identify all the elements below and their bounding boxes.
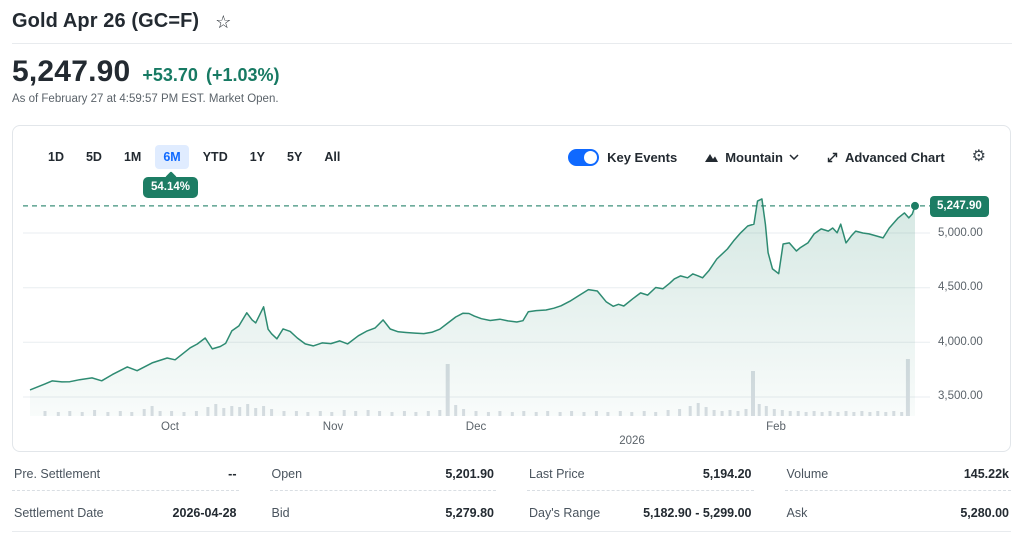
current-price-axis-badge: 5,247.90 bbox=[930, 196, 989, 217]
last-price-dot bbox=[911, 201, 919, 210]
y-axis-label: 4,500.00 bbox=[938, 281, 983, 293]
settings-gear-icon[interactable]: ⚙ bbox=[971, 148, 986, 165]
y-axis-label: 4,000.00 bbox=[938, 336, 983, 348]
stat-volume: Volume 145.22k bbox=[784, 452, 1011, 491]
chevron-down-icon bbox=[789, 154, 799, 160]
range-button-5d[interactable]: 5D bbox=[78, 145, 110, 169]
stat-pre-settlement: Pre. Settlement -- bbox=[12, 452, 239, 491]
range-button-ytd[interactable]: YTD bbox=[195, 145, 236, 169]
quote-header: Gold Apr 26 (GC=F) ☆ 5,247.90 +53.70 (+1… bbox=[0, 0, 1024, 105]
period-change-badge: 54.14% bbox=[143, 177, 199, 198]
advanced-chart-label: Advanced Chart bbox=[844, 149, 945, 165]
current-price: 5,247.90 bbox=[12, 55, 131, 88]
range-button-1d[interactable]: 1D bbox=[40, 145, 72, 169]
chart-type-dropdown[interactable]: Mountain bbox=[704, 150, 799, 165]
toggle-switch-on[interactable] bbox=[568, 148, 600, 166]
as-of-timestamp: As of February 27 at 4:59:57 PM EST. Mar… bbox=[12, 93, 279, 105]
stat-days-range: Day's Range 5,182.90 - 5,299.00 bbox=[529, 506, 752, 520]
chart-type-label: Mountain bbox=[725, 149, 783, 165]
x-axis-label: Nov bbox=[322, 421, 344, 433]
stat-ask: Ask 5,280.00 bbox=[786, 506, 1010, 520]
price-line bbox=[29, 198, 916, 391]
range-button-1y[interactable]: 1Y bbox=[242, 145, 273, 169]
price-change: +53.70 bbox=[142, 65, 198, 85]
range-button-1m[interactable]: 1M bbox=[116, 145, 149, 169]
x-axis-label: 2026 bbox=[619, 435, 645, 447]
mountain-icon bbox=[705, 154, 719, 162]
price-chart[interactable] bbox=[13, 181, 930, 416]
key-events-toggle[interactable]: Key Events bbox=[568, 148, 678, 166]
favorite-star-icon[interactable]: ☆ bbox=[215, 11, 232, 32]
stat-last-price: Last Price 5,194.20 bbox=[527, 452, 754, 491]
stat-settlement-date: Settlement Date 2026-04-28 bbox=[14, 506, 237, 520]
stat-bid: Bid 5,279.80 bbox=[271, 506, 495, 520]
x-axis-label: Feb bbox=[766, 421, 786, 433]
x-axis-label: Dec bbox=[465, 421, 487, 433]
chart-controls: 1D 5D 1M 6M YTD 1Y 5Y All Key Events bbox=[40, 145, 986, 169]
quote-stats-table: Pre. Settlement -- Open 5,201.90 Last Pric… bbox=[12, 452, 1011, 532]
y-axis-label: 5,000.00 bbox=[938, 227, 983, 239]
range-button-all[interactable]: All bbox=[316, 145, 348, 169]
stat-open: Open 5,201.90 bbox=[269, 452, 496, 491]
chart-card: 1D 5D 1M 6M YTD 1Y 5Y All Key Events bbox=[12, 125, 1011, 452]
header-divider bbox=[12, 43, 1012, 44]
price-change-percent: (+1.03%) bbox=[205, 65, 280, 85]
key-events-label: Key Events bbox=[607, 149, 678, 165]
area-fill bbox=[30, 198, 915, 416]
advanced-chart-button[interactable]: Advanced Chart bbox=[826, 150, 945, 165]
time-range-selector: 1D 5D 1M 6M YTD 1Y 5Y All bbox=[40, 145, 348, 169]
page-title: Gold Apr 26 (GC=F) bbox=[12, 10, 200, 32]
expand-diagonal-icon bbox=[827, 152, 838, 162]
range-button-5y[interactable]: 5Y bbox=[279, 145, 310, 169]
y-axis-label: 3,500.00 bbox=[938, 390, 983, 402]
range-button-6m[interactable]: 6M bbox=[155, 145, 189, 169]
x-axis-label: Oct bbox=[161, 421, 179, 433]
